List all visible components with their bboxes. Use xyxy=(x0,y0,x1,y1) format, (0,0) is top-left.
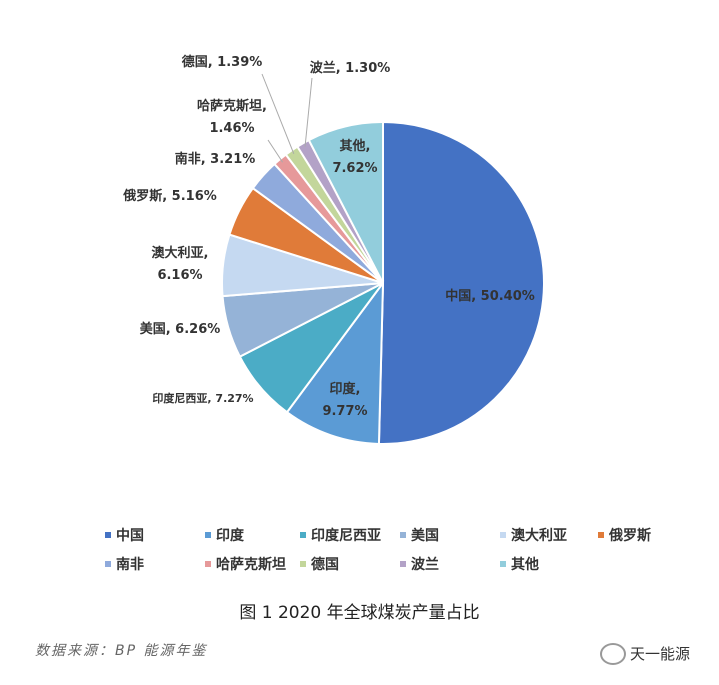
legend-marker xyxy=(500,532,506,538)
watermark-text: 天一能源 xyxy=(630,645,691,663)
data-label: 美国, 6.26% xyxy=(139,322,221,337)
pie-slice xyxy=(377,120,545,445)
watermark xyxy=(600,643,626,665)
data-label: 南非, 3.21% xyxy=(174,152,256,167)
data-label: 德国, 1.39% xyxy=(181,55,263,70)
data-label: 印度尼西亚, 7.27% xyxy=(152,392,254,405)
legend-marker xyxy=(205,561,211,567)
legend-marker xyxy=(500,561,506,567)
legend-marker xyxy=(400,561,406,567)
data-label: 印度, 9.77% xyxy=(322,382,368,419)
legend-label: 德国 xyxy=(311,557,339,573)
legend-marker xyxy=(598,532,604,538)
legend-label: 澳大利亚 xyxy=(511,528,567,544)
legend-marker xyxy=(300,561,306,567)
data-label: 中国, 50.40% xyxy=(445,289,535,304)
legend-label: 波兰 xyxy=(411,557,439,573)
data-label: 哈萨克斯坦, 1.46% xyxy=(197,99,267,136)
legend-label: 印度 xyxy=(216,528,244,544)
legend-marker xyxy=(105,532,111,538)
leader-line xyxy=(304,77,313,147)
data-label: 波兰, 1.30% xyxy=(309,61,391,76)
leader-line xyxy=(267,139,284,163)
pie-slice xyxy=(307,120,384,284)
legend-label: 哈萨克斯坦 xyxy=(216,557,286,573)
legend-label: 俄罗斯 xyxy=(609,528,651,544)
legend-label: 其他 xyxy=(511,557,539,573)
source: 数据来源：BP 能源年鉴 xyxy=(35,643,208,659)
legend-label: 印度尼西亚 xyxy=(311,528,381,544)
data-label: 澳大利亚, 6.16% xyxy=(151,246,209,283)
legend-marker xyxy=(300,532,306,538)
data-label: 俄罗斯, 5.16% xyxy=(123,189,217,204)
legend-label: 中国 xyxy=(116,528,144,544)
leader-line xyxy=(261,73,295,154)
legend-marker xyxy=(205,532,211,538)
legend-label: 南非 xyxy=(116,557,144,573)
legend-marker xyxy=(105,561,111,567)
legend-label: 美国 xyxy=(411,528,439,544)
caption: 图 1 2020 年全球煤炭产量占比 xyxy=(239,603,480,623)
legend-marker xyxy=(400,532,406,538)
data-label: 其他, 7.62% xyxy=(332,139,378,176)
pie-slice xyxy=(285,279,385,445)
